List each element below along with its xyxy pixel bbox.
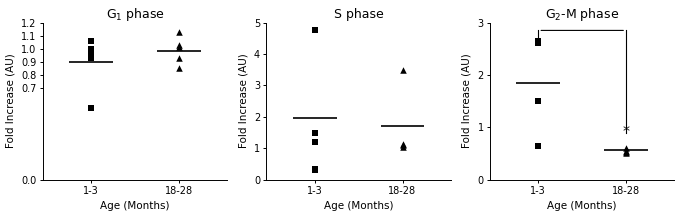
Point: [173, 56, 184, 60]
Point: [533, 144, 544, 147]
Y-axis label: Fold Increase (AU): Fold Increase (AU): [238, 54, 248, 148]
X-axis label: Age (Months): Age (Months): [100, 201, 170, 211]
Title: S phase: S phase: [334, 8, 384, 21]
Point: [397, 68, 408, 71]
Point: [533, 39, 544, 43]
Point: [173, 43, 184, 46]
Point: [309, 168, 320, 172]
Point: [397, 142, 408, 145]
Point: [86, 47, 97, 51]
Point: [621, 149, 632, 153]
Point: [309, 131, 320, 134]
Title: G$_2$-M phase: G$_2$-M phase: [545, 6, 619, 23]
Point: [397, 143, 408, 147]
Y-axis label: Fold Increase (AU): Fold Increase (AU): [5, 54, 16, 148]
Title: G$_1$ phase: G$_1$ phase: [105, 6, 165, 23]
Point: [309, 140, 320, 144]
Point: [533, 99, 544, 103]
Point: [621, 146, 632, 150]
Point: [173, 67, 184, 70]
Point: [397, 145, 408, 148]
Point: [309, 29, 320, 32]
Point: [86, 54, 97, 57]
X-axis label: Age (Months): Age (Months): [547, 201, 617, 211]
Point: [86, 56, 97, 60]
Point: [621, 152, 632, 155]
Point: [173, 30, 184, 33]
Point: [86, 39, 97, 43]
Text: *: *: [623, 125, 630, 138]
Point: [621, 150, 632, 154]
Point: [533, 42, 544, 45]
X-axis label: Age (Months): Age (Months): [324, 201, 393, 211]
Point: [309, 167, 320, 170]
Point: [173, 46, 184, 49]
Y-axis label: Fold Increase (AU): Fold Increase (AU): [462, 54, 472, 148]
Point: [86, 106, 97, 109]
